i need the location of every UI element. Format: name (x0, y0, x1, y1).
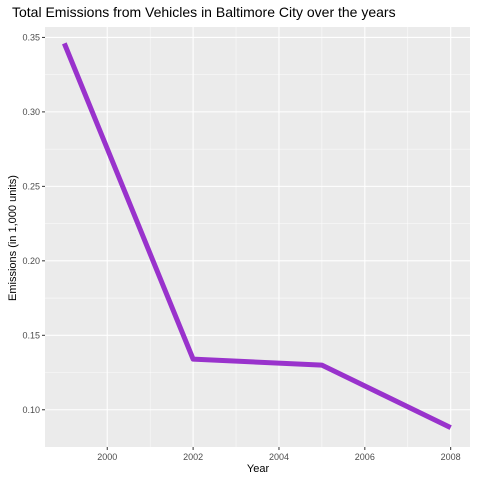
series-layer (62, 42, 452, 430)
y-axis-title: Emissions (in 1,000 units) (7, 175, 19, 301)
x-axis-title: Year (247, 463, 270, 475)
plot-panel (45, 27, 470, 447)
y-axis: 0.10 0.15 0.20 0.25 0.30 0.35 (22, 32, 45, 415)
x-axis: 2000 2002 2004 2006 2008 (97, 447, 461, 462)
y-tick-label: 0.30 (22, 107, 40, 117)
y-tick-label: 0.10 (22, 405, 40, 415)
y-tick-label: 0.25 (22, 181, 40, 191)
x-tick-label: 2004 (269, 452, 289, 462)
x-tick-label: 2006 (355, 452, 375, 462)
gridlines (45, 27, 470, 447)
emissions-series-line (62, 42, 452, 430)
y-tick-label: 0.20 (22, 256, 40, 266)
x-tick-label: 2008 (441, 452, 461, 462)
x-tick-label: 2002 (183, 452, 203, 462)
y-tick-label: 0.15 (22, 330, 40, 340)
y-tick-label: 0.35 (22, 32, 40, 42)
x-tick-label: 2000 (97, 452, 117, 462)
chart-title: Total Emissions from Vehicles in Baltimo… (12, 4, 396, 20)
